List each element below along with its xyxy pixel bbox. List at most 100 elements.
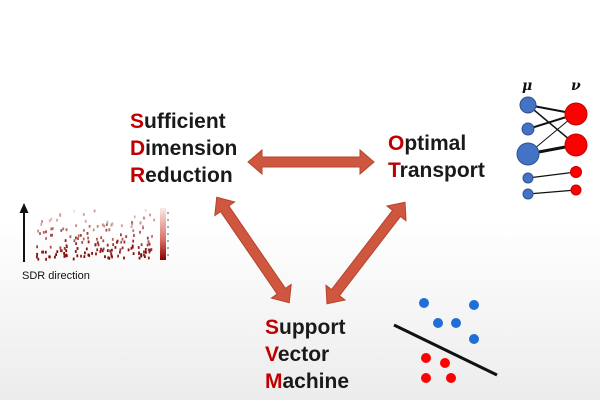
sdr-scatter-point bbox=[110, 254, 113, 257]
sdr-scatter-point bbox=[107, 256, 110, 260]
sdr-scatter-point bbox=[108, 228, 111, 232]
source-node bbox=[516, 142, 540, 166]
title-initial: O bbox=[388, 132, 405, 155]
sdr-scatter-point bbox=[106, 223, 108, 226]
sdr-scatter-point bbox=[63, 252, 65, 255]
svm-title: Support Vector Machine bbox=[265, 314, 349, 395]
sdr-scatter-point bbox=[139, 230, 141, 234]
sdr-title-line: Reduction bbox=[130, 162, 237, 189]
sdr-scatter-point bbox=[153, 218, 156, 222]
sdr-scatter-point bbox=[84, 251, 86, 255]
sdr-scatter-point bbox=[59, 249, 62, 252]
sdr-scatter-point bbox=[132, 229, 135, 233]
sdr-scatter-point bbox=[75, 242, 77, 245]
sdr-scatter-point bbox=[55, 253, 57, 256]
arrow-ot-svm bbox=[325, 201, 407, 305]
sdr-scatter-point bbox=[119, 250, 121, 254]
source-node bbox=[522, 188, 534, 200]
sdr-scatter-point bbox=[45, 230, 47, 234]
sdr-scatter-point bbox=[102, 223, 104, 227]
sdr-scatter-point bbox=[117, 254, 119, 258]
sdr-scatter-point bbox=[120, 233, 122, 237]
sdr-scatter-point bbox=[101, 249, 104, 253]
sdr-scatter-point bbox=[36, 255, 38, 259]
sdr-scatter-point bbox=[81, 241, 84, 244]
sdr-scatter-point bbox=[132, 239, 135, 243]
sdr-scatter-point bbox=[111, 248, 113, 252]
sdr-scatter-point bbox=[123, 256, 125, 260]
sdr-scatter-point bbox=[143, 250, 145, 254]
sdr-scatter-point bbox=[106, 249, 109, 252]
sdr-scatter-point bbox=[103, 224, 106, 228]
class-red-point bbox=[421, 373, 431, 383]
sdr-scatter-point bbox=[94, 243, 97, 247]
sdr-scatter-point bbox=[93, 209, 96, 213]
title-initial: V bbox=[265, 343, 278, 366]
sdr-scatter-point bbox=[37, 257, 40, 261]
sdr-colorbar bbox=[160, 208, 166, 260]
sdr-scatter-point bbox=[66, 245, 68, 249]
sdr-scatter-point bbox=[111, 238, 114, 241]
transport-edge bbox=[527, 171, 577, 179]
sdr-scatter-point bbox=[120, 240, 123, 244]
svm-title-line: Support bbox=[265, 314, 349, 341]
sdr-scatter-point bbox=[99, 250, 102, 253]
sdr-scatter-point bbox=[39, 232, 41, 235]
class-blue-point bbox=[451, 318, 461, 328]
sdr-scatter-point bbox=[104, 255, 106, 259]
sdr-scatter-point bbox=[48, 219, 51, 223]
sdr-scatter-point bbox=[65, 228, 68, 232]
sdr-scatter-point bbox=[100, 236, 103, 240]
class-blue-point bbox=[469, 334, 479, 344]
sdr-scatter-point bbox=[121, 237, 124, 241]
sdr-scatter-point bbox=[83, 255, 86, 258]
sdr-scatter-point bbox=[146, 243, 149, 247]
target-node bbox=[564, 133, 588, 157]
sdr-scatter-point bbox=[95, 252, 97, 256]
sdr-scatter-point bbox=[63, 247, 66, 250]
sdr-scatter-point bbox=[79, 234, 82, 237]
sdr-scatter-point bbox=[65, 254, 68, 258]
title-rest: eduction bbox=[145, 164, 233, 187]
sdr-scatter-point bbox=[76, 254, 79, 258]
sdr-scatter-point bbox=[102, 239, 105, 243]
target-node bbox=[570, 166, 582, 178]
sdr-scatter-point bbox=[41, 220, 43, 223]
title-rest: ransport bbox=[399, 159, 485, 182]
title-rest: ptimal bbox=[404, 132, 467, 155]
sdr-scatter-point bbox=[130, 247, 133, 250]
sdr-scatter-point bbox=[50, 217, 53, 221]
sdr-scatter-point bbox=[144, 208, 147, 212]
sdr-scatter-point bbox=[146, 236, 149, 240]
svm-title-line: Vector bbox=[265, 341, 349, 368]
sdr-title-line: Dimension bbox=[130, 135, 237, 162]
sdr-scatter-point bbox=[105, 228, 108, 232]
arrow-sdr-ot bbox=[247, 148, 375, 176]
sdr-scatter-point bbox=[147, 248, 150, 252]
sdr-scatter-point bbox=[37, 229, 39, 233]
sdr-scatter-point bbox=[96, 237, 98, 241]
sdr-scatter-point bbox=[120, 224, 123, 228]
ot-title: Optimal Transport bbox=[388, 130, 485, 184]
target-node bbox=[570, 184, 582, 196]
sdr-scatter-point bbox=[147, 240, 150, 244]
sdr-scatter-point bbox=[111, 255, 113, 259]
title-rest: ector bbox=[277, 343, 330, 366]
sdr-scatter-point bbox=[133, 215, 136, 219]
sdr-scatter-point bbox=[106, 220, 109, 224]
sdr-scatter-point bbox=[65, 249, 68, 253]
sdr-scatter-point bbox=[64, 239, 67, 242]
sdr-scatter-point bbox=[73, 209, 75, 213]
class-red-point bbox=[421, 353, 431, 363]
title-initial: M bbox=[265, 370, 283, 393]
sdr-scatter-point bbox=[60, 229, 63, 232]
source-node bbox=[521, 122, 535, 136]
sdr-scatter-point bbox=[69, 235, 72, 239]
sdr-scatter-point bbox=[96, 248, 99, 252]
sdr-scatter-point bbox=[88, 254, 91, 257]
sdr-scatter-point bbox=[41, 250, 43, 254]
title-initial: S bbox=[265, 316, 280, 339]
sdr-scatter-point bbox=[138, 256, 141, 260]
